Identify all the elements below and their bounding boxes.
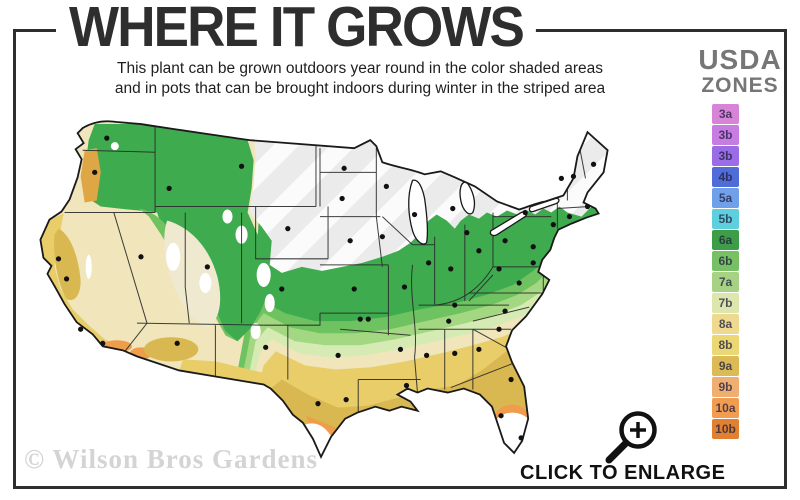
mountain-white-patches	[85, 142, 275, 340]
legend-zone-chip-6a-6: 6a	[712, 230, 739, 250]
legend-zone-chip-3a-0: 3a	[712, 104, 739, 124]
us-zone-map[interactable]	[18, 116, 622, 468]
subtitle-line-1: This plant can be grown outdoors year ro…	[117, 60, 603, 77]
legend-zone-chip-7a-8: 7a	[712, 272, 739, 292]
legend-zone-chip-3b-2: 3b	[712, 146, 739, 166]
subtitle-line-2: and in pots that can be brought indoors …	[114, 80, 606, 97]
legend-zone-chip-10b-15: 10b	[712, 419, 739, 439]
legend-zone-chip-8a-10: 8a	[712, 314, 739, 334]
usda-zones-heading: USDA ZONES	[688, 44, 792, 98]
state-borders	[64, 126, 590, 413]
magnifying-glass-plus-icon[interactable]	[600, 406, 662, 473]
usda-zones-heading-line1: USDA	[698, 44, 782, 75]
usda-zones-list: 3a 3b 3b 4b 5a 5b 6a 6b 7a 7b 8a 8b 9a 9b 10a 10b	[712, 104, 772, 440]
legend-zone-chip-5a-4: 5a	[712, 188, 739, 208]
legend-zone-chip-9b-13: 9b	[712, 377, 739, 397]
great-lakes	[408, 179, 560, 245]
watermark: © Wilson Bros Gardens	[24, 444, 318, 474]
map-zone-bands	[40, 121, 608, 457]
legend-zone-chip-5b-5: 5b	[712, 209, 739, 229]
page-title: WHERE IT GROWS	[56, 0, 537, 60]
legend-zone-chip-8b-11: 8b	[712, 335, 739, 355]
legend-zone-chip-7b-9: 7b	[712, 293, 739, 313]
usda-zones-heading-line2: ZONES	[701, 74, 779, 97]
legend-zone-chip-9a-12: 9a	[712, 356, 739, 376]
legend-zone-chip-10a-14: 10a	[712, 398, 739, 418]
subtitle: This plant can be grown outdoors year ro…	[40, 59, 680, 99]
legend-zone-chip-3b-1: 3b	[712, 125, 739, 145]
legend-zone-chip-4b-3: 4b	[712, 167, 739, 187]
click-to-enlarge-label[interactable]: CLICK TO ENLARGE	[520, 462, 726, 484]
legend-zone-chip-6b-7: 6b	[712, 251, 739, 271]
city-dots	[55, 135, 597, 441]
